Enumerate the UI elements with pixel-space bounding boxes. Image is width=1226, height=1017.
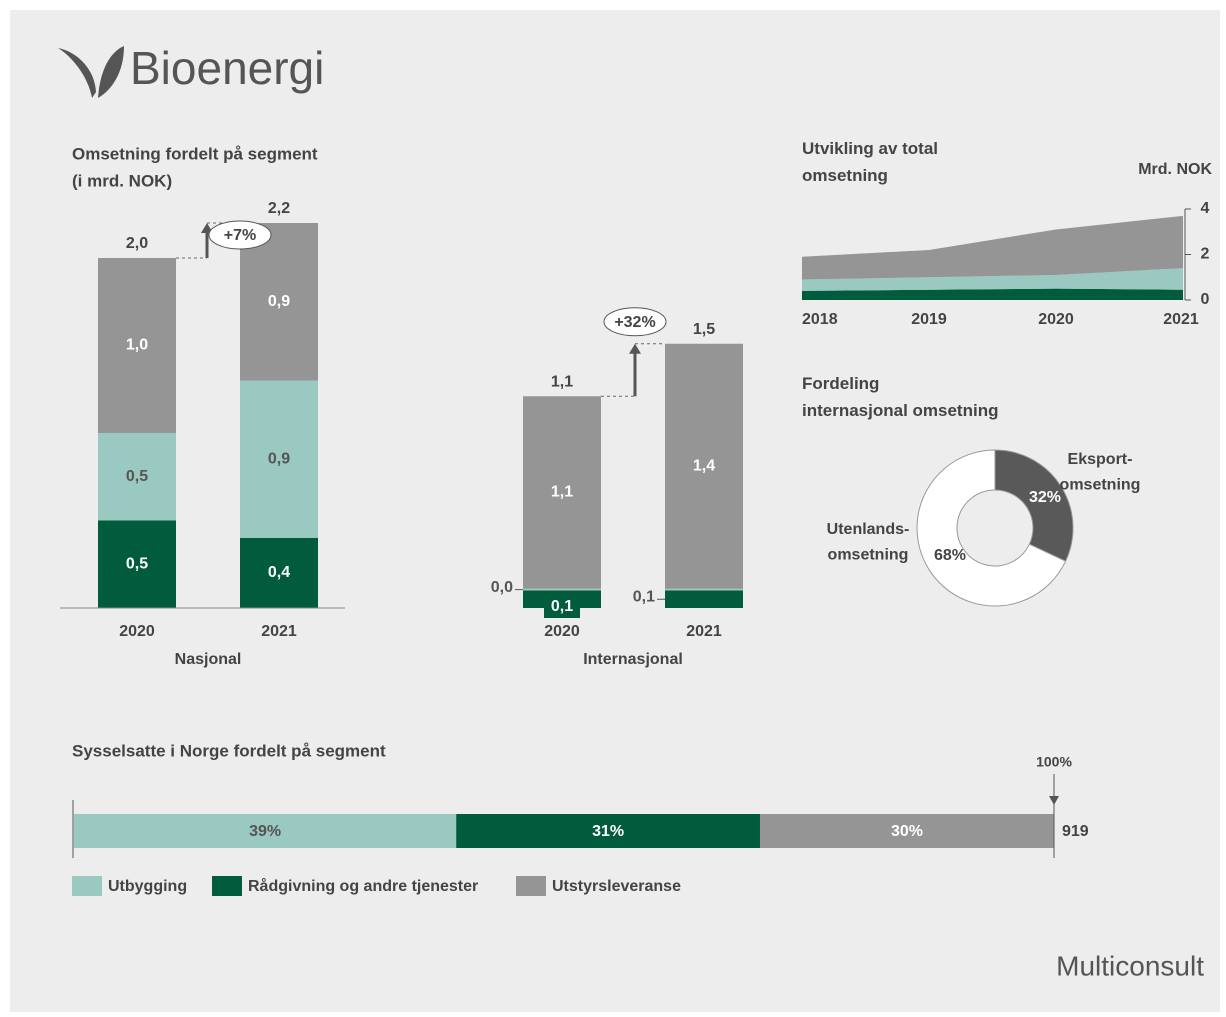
- segment-label: 0,0: [491, 579, 513, 596]
- x-tick-label: 2020: [119, 623, 155, 640]
- chart-title: Sysselsatte i Norge fordelt på segment: [72, 741, 386, 760]
- x-tick-label: 2020: [1038, 311, 1074, 328]
- bar-segment: [98, 258, 176, 433]
- brand: Multiconsult: [1056, 950, 1204, 981]
- logo-leaf: [58, 46, 124, 98]
- segment-label: 0,1: [633, 588, 655, 605]
- x-tick-label: 2021: [1163, 311, 1199, 328]
- donut-slice: [994, 449, 1074, 562]
- x-tick-label: 2018: [802, 311, 838, 328]
- segment-label: 1,1: [551, 484, 573, 501]
- x-tick-label: 2021: [686, 623, 722, 640]
- legend-label: Utbygging: [108, 878, 187, 895]
- total-label: 1,5: [693, 321, 715, 338]
- area: [802, 215, 1183, 280]
- segment-label: 30%: [891, 823, 923, 840]
- legend-swatch: [516, 876, 546, 896]
- segment-label: 31%: [592, 823, 624, 840]
- bar-segment: [240, 223, 318, 381]
- legend-swatch: [212, 876, 242, 896]
- bar-segment: [523, 396, 601, 589]
- growth-bubble: [603, 307, 667, 337]
- legend-label: Rådgivning og andre tjenester: [248, 877, 478, 895]
- total-label: 919: [1062, 823, 1089, 840]
- bar-segment: [665, 343, 743, 589]
- area: [802, 268, 1183, 291]
- bar-segment: [523, 588, 601, 591]
- total-label: 2,2: [268, 200, 290, 217]
- bar-segment: [760, 814, 1054, 848]
- x-tick-label: 2020: [544, 623, 580, 640]
- segment-label: 0,1: [551, 598, 573, 615]
- page-title: Bioenergi: [130, 42, 324, 94]
- y-tick-label: 0: [1201, 291, 1210, 308]
- slice-value: 32%: [1029, 489, 1061, 506]
- chart-title: Omsetning fordelt på segment: [72, 144, 318, 163]
- arrow-head: [1049, 796, 1059, 805]
- segment-label: 1,0: [126, 337, 148, 354]
- x-tick-label: 2021: [261, 623, 297, 640]
- bar-segment: [665, 588, 743, 591]
- segment-label: 1,4: [693, 457, 715, 474]
- slice-value: 68%: [934, 547, 966, 564]
- donut-slice: [916, 449, 1067, 607]
- end-marker-label: 100%: [1036, 754, 1072, 770]
- bar-segment: [98, 520, 176, 608]
- x-tick-label: 2019: [911, 311, 947, 328]
- arrow-head: [629, 343, 641, 354]
- group-label: Internasjonal: [583, 651, 683, 668]
- bar-segment: [98, 433, 176, 521]
- bar-segment: [74, 814, 457, 848]
- segment-label: 0,5: [126, 555, 148, 572]
- segment-label: 0,9: [268, 293, 290, 310]
- y-tick-label: 2: [1201, 246, 1210, 263]
- chart-subtitle: (i mrd. NOK): [72, 171, 172, 190]
- total-label: 2,0: [126, 235, 148, 252]
- growth-bubble: [208, 220, 272, 250]
- segment-label: 39%: [249, 823, 281, 840]
- bar-segment: [456, 814, 760, 848]
- growth-label: +7%: [224, 227, 256, 244]
- chart-title: Fordeling internasjonal omsetning: [802, 374, 998, 420]
- slice-label: Eksport-omsetning: [1060, 451, 1141, 494]
- legend-swatch: [72, 876, 102, 896]
- label-box: [544, 596, 580, 618]
- segment-label: 0,4: [268, 564, 290, 581]
- group-label: Nasjonal: [175, 651, 242, 668]
- y-tick-label: 4: [1201, 200, 1210, 217]
- bar-segment: [240, 538, 318, 608]
- bar-segment: [240, 380, 318, 538]
- chart-title: Utvikling av total omsetning: [802, 139, 938, 185]
- legend-label: Utstyrsleveranse: [552, 878, 681, 895]
- y-axis-label: Mrd. NOK: [1138, 161, 1212, 178]
- slice-label: Utenlands-omsetning: [827, 521, 910, 564]
- segment-label: 0,5: [126, 468, 148, 485]
- bar-segment: [665, 590, 743, 608]
- segment-label: 0,9: [268, 450, 290, 467]
- growth-label: +32%: [614, 314, 655, 331]
- total-label: 1,1: [551, 373, 573, 390]
- area: [802, 288, 1183, 300]
